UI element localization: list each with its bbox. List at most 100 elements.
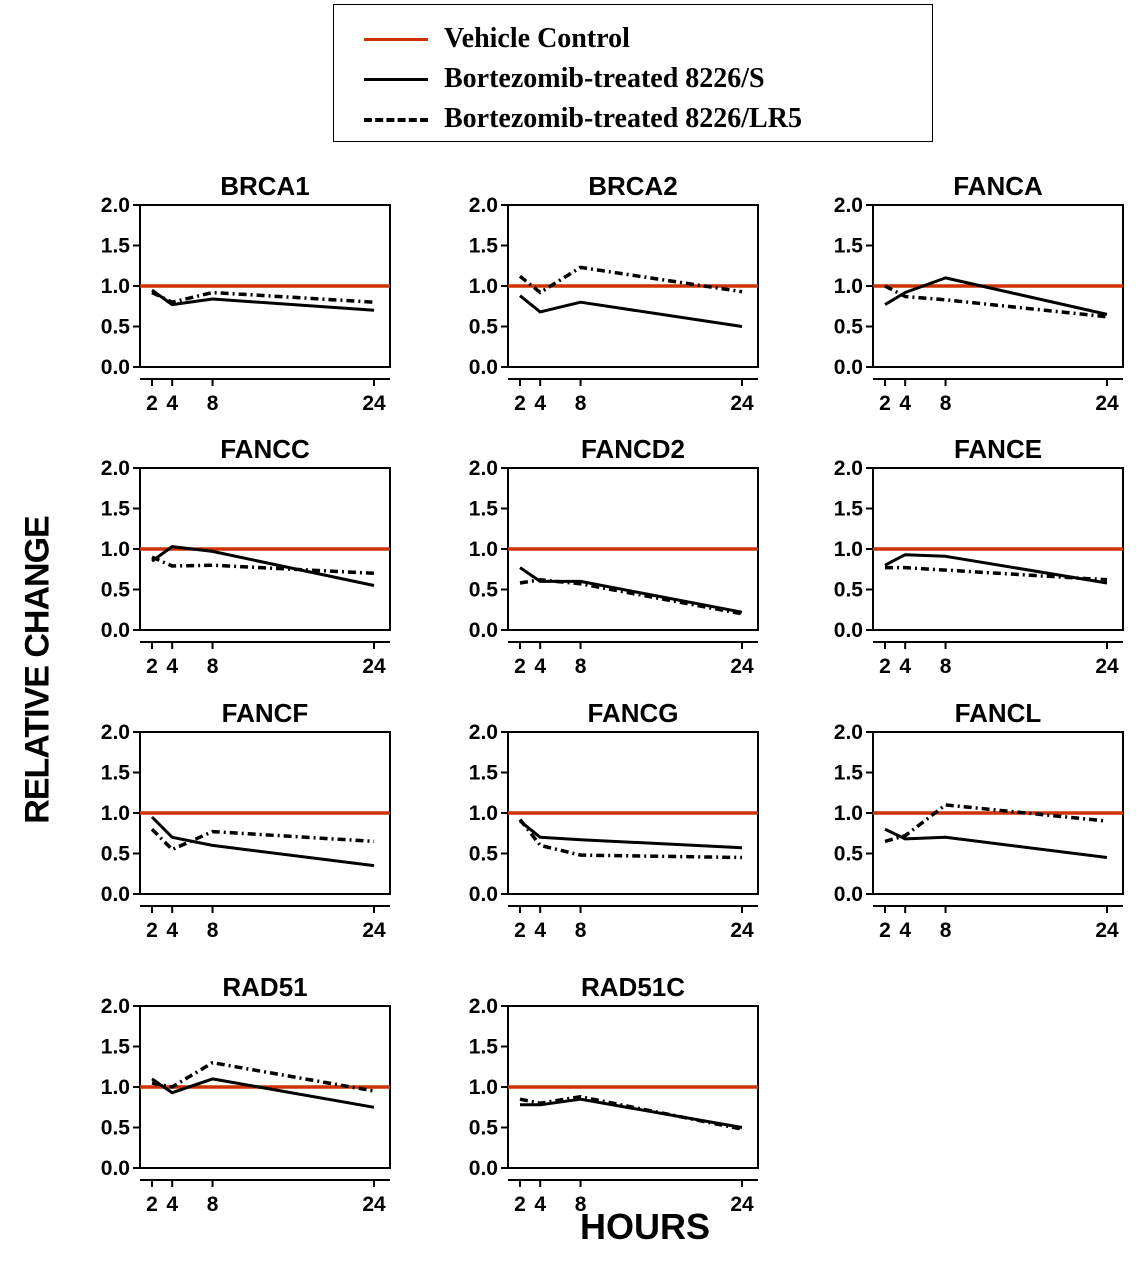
y-tick-label: 0.5 — [469, 579, 499, 602]
panel-brca2: BRCA2 2.0 1.5 1.0 0.5 0.0 2 4 8 24 — [469, 171, 759, 415]
series-line-8226s — [519, 294, 743, 328]
y-tick-label: 0.0 — [834, 356, 863, 379]
x-tick-label: 24 — [730, 655, 754, 678]
x-tick-label: 24 — [1095, 392, 1119, 415]
panel-fanca: FANCA 2.0 1.5 1.0 0.5 0.0 2 4 8 24 — [834, 171, 1124, 415]
y-tick-label: 1.5 — [469, 498, 499, 521]
y-tick-label: 0.0 — [469, 1157, 498, 1180]
series-line-8226s — [884, 553, 1108, 585]
y-tick-label: 0.5 — [834, 579, 864, 602]
y-tick-label: 0.5 — [834, 316, 864, 339]
panel-title: FANCD2 — [581, 434, 685, 464]
x-tick-label: 2 — [879, 392, 891, 415]
x-tick-label: 24 — [730, 1193, 754, 1216]
x-tick-label: 4 — [534, 1193, 546, 1216]
series-line-8226lr5 — [884, 284, 1108, 319]
series-line-8226s — [884, 276, 1108, 316]
y-tick-label: 0.0 — [101, 883, 130, 906]
series-line-8226lr5 — [151, 290, 375, 304]
x-tick-label: 2 — [879, 919, 891, 942]
y-tick-label: 1.0 — [469, 802, 498, 825]
panel-fancg: FANCG 2.0 1.5 1.0 0.5 0.0 2 4 8 24 — [469, 698, 759, 942]
panel-title: RAD51C — [581, 972, 685, 1002]
legend: Vehicle Control Bortezomib-treated 8226/… — [333, 4, 933, 142]
x-tick-label: 8 — [207, 1193, 219, 1216]
panel-fance: FANCE 2.0 1.5 1.0 0.5 0.0 2 4 8 24 — [834, 434, 1124, 678]
x-tick-label: 24 — [1095, 919, 1119, 942]
y-tick-label: 1.5 — [469, 762, 499, 785]
x-tick-label: 4 — [534, 655, 546, 678]
panel-title: FANCE — [954, 434, 1042, 464]
y-tick-label: 1.5 — [101, 762, 131, 785]
series-line-8226lr5 — [885, 565, 1108, 582]
panel-title: BRCA2 — [588, 171, 678, 201]
x-tick-label: 4 — [166, 919, 178, 942]
y-tick-label: 1.0 — [469, 275, 498, 298]
x-tick-label: 2 — [514, 1193, 526, 1216]
x-tick-label: 2 — [146, 1193, 158, 1216]
y-tick-label: 1.0 — [469, 1076, 498, 1099]
y-tick-label: 1.5 — [469, 235, 499, 258]
series-line-8226lr5 — [151, 555, 375, 576]
x-tick-label: 24 — [362, 919, 386, 942]
legend-swatch-8226lr5 — [364, 118, 428, 122]
y-tick-label: 1.0 — [834, 538, 863, 561]
y-tick-label: 0.5 — [469, 316, 499, 339]
panel-fancc: FANCC 2.0 1.5 1.0 0.5 0.0 2 4 8 24 — [101, 434, 391, 678]
x-tick-label: 4 — [166, 655, 178, 678]
y-tick-label: 2.0 — [101, 457, 130, 480]
x-tick-label: 8 — [940, 392, 952, 415]
x-tick-label: 24 — [730, 919, 754, 942]
y-tick-label: 1.5 — [469, 1036, 499, 1059]
y-tick-label: 2.0 — [469, 995, 498, 1018]
x-tick-label: 8 — [575, 655, 587, 678]
y-tick-label: 1.5 — [101, 1036, 131, 1059]
legend-item-vehicle-control: Vehicle Control — [334, 21, 932, 55]
panel-title: FANCL — [955, 698, 1042, 728]
y-tick-label: 1.0 — [834, 802, 863, 825]
panel-title: FANCF — [222, 698, 309, 728]
x-tick-label: 8 — [207, 919, 219, 942]
x-tick-label: 4 — [899, 392, 911, 415]
panel-rad51: RAD51 2.0 1.5 1.0 0.5 0.0 2 4 8 24 — [101, 972, 391, 1216]
y-tick-label: 1.5 — [834, 762, 864, 785]
panel-title: BRCA1 — [220, 171, 310, 201]
y-tick-label: 2.0 — [101, 194, 130, 217]
x-tick-label: 8 — [575, 919, 587, 942]
y-tick-label: 1.0 — [834, 275, 863, 298]
x-tick-label: 4 — [166, 392, 178, 415]
x-tick-label: 2 — [879, 655, 891, 678]
y-tick-label: 2.0 — [101, 721, 130, 744]
y-tick-label: 1.0 — [101, 802, 130, 825]
panel-title: FANCG — [588, 698, 679, 728]
panel-rad51c: RAD51C 2.0 1.5 1.0 0.5 0.0 2 4 8 24 — [469, 972, 759, 1216]
y-tick-label: 0.5 — [101, 1117, 131, 1140]
x-tick-label: 24 — [362, 392, 386, 415]
legend-label-vehicle-control: Vehicle Control — [444, 23, 630, 54]
y-tick-label: 1.0 — [101, 538, 130, 561]
x-tick-label: 8 — [940, 655, 952, 678]
legend-item-8226lr5: Bortezomib-treated 8226/LR5 — [334, 101, 932, 135]
x-tick-label: 4 — [534, 919, 546, 942]
panel-fancf: FANCF 2.0 1.5 1.0 0.5 0.0 2 4 8 24 — [101, 698, 391, 942]
panel-fancl: FANCL 2.0 1.5 1.0 0.5 0.0 2 4 8 24 — [834, 698, 1124, 942]
legend-label-8226lr5: Bortezomib-treated 8226/LR5 — [444, 103, 802, 134]
y-tick-label: 1.5 — [101, 498, 131, 521]
series-line-8226s — [519, 566, 743, 614]
legend-swatch-vehicle-control — [364, 38, 428, 41]
series-line-8226lr5 — [519, 1094, 743, 1131]
y-tick-label: 0.5 — [101, 316, 131, 339]
x-tick-label: 4 — [899, 655, 911, 678]
y-tick-label: 1.5 — [834, 498, 864, 521]
y-tick-label: 0.0 — [834, 883, 863, 906]
legend-label-8226s: Bortezomib-treated 8226/S — [444, 63, 765, 94]
y-tick-label: 0.0 — [101, 1157, 130, 1180]
y-tick-label: 0.0 — [469, 883, 498, 906]
x-axis-label: HOURS — [579, 1206, 711, 1247]
y-tick-label: 0.0 — [834, 619, 863, 642]
x-tick-label: 8 — [575, 1193, 587, 1216]
panel-title: FANCA — [953, 171, 1043, 201]
x-tick-label: 8 — [575, 392, 587, 415]
y-tick-label: 2.0 — [834, 721, 863, 744]
